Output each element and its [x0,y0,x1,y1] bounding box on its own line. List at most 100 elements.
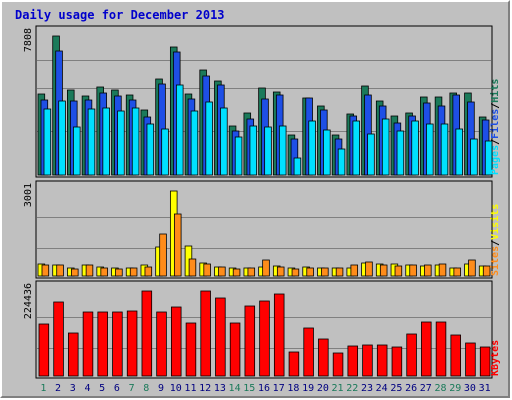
bar-pages-day-30 [470,138,478,176]
legend-pages: Pages [490,145,501,175]
bar-kbytes-day-30 [465,342,476,377]
day-label-26: 26 [405,383,417,394]
bar-kbytes-day-8 [141,290,153,377]
bar-sites-day-4 [85,264,94,277]
bar-sites-day-31 [482,265,491,277]
legend-hits: Hits [489,79,501,103]
day-label-16: 16 [258,383,270,394]
bar-sites-day-22 [350,264,359,277]
bar-pages-day-19 [308,120,316,176]
bar-kbytes-day-26 [406,333,417,377]
bar-sites-day-30 [468,259,476,277]
bar-sites-day-19 [306,267,314,277]
day-label-10: 10 [170,383,182,394]
day-label-14: 14 [229,383,241,394]
bar-sites-day-14 [232,268,241,277]
chart-title: Daily usage for December 2013 [15,8,225,22]
bar-sites-day-8 [144,266,153,277]
bar-sites-day-17 [276,266,285,277]
day-label-21: 21 [332,383,344,394]
day-label-8: 8 [143,383,149,394]
bar-pages-day-20 [323,129,331,176]
bar-pages-day-10 [175,84,184,176]
bar-sites-day-13 [218,266,226,277]
bar-kbytes-day-10 [170,306,182,377]
bar-kbytes-day-20 [318,338,329,377]
bar-sites-day-23 [365,261,373,277]
bar-sites-day-21 [335,267,344,277]
bar-kbytes-day-4 [82,311,94,377]
bar-kbytes-day-31 [479,346,491,377]
bar-pages-day-26 [411,120,419,176]
day-label-18: 18 [287,383,299,394]
panel-top-legend: Pages/Files/Hits [489,79,501,175]
bar-pages-day-9 [161,128,169,176]
bar-kbytes-day-6 [112,311,123,377]
bar-kbytes-day-27 [421,321,432,377]
bar-kbytes-day-19 [303,327,314,377]
bar-sites-day-16 [262,259,270,277]
bar-pages-day-18 [293,157,302,176]
day-label-5: 5 [99,383,105,394]
bar-sites-day-7 [129,267,138,277]
bar-kbytes-day-22 [347,345,359,377]
bar-sites-day-20 [321,267,329,277]
day-label-20: 20 [317,383,329,394]
bar-sites-day-12 [203,263,211,277]
bar-kbytes-day-5 [97,311,108,377]
bar-sites-day-25 [394,265,403,277]
day-label-30: 30 [464,383,476,394]
chart-svg: Daily usage for December 2013 7808 Pages/… [15,8,501,394]
bar-pages-day-21 [337,148,346,176]
bar-kbytes-day-21 [332,352,344,377]
bar-pages-day-11 [190,110,199,176]
panel-bottom-max-label: 224436 [23,283,34,319]
bar-kbytes-day-24 [376,344,388,377]
bar-kbytes-day-7 [126,310,138,377]
bar-pages-day-2 [58,100,66,176]
bar-sites-day-11 [188,258,197,277]
bar-kbytes-day-15 [244,305,256,377]
bar-sites-day-27 [424,264,432,277]
bar-pages-day-27 [426,123,434,176]
day-label-25: 25 [390,383,402,394]
bar-pages-day-15 [249,125,258,176]
day-label-29: 29 [449,383,461,394]
day-label-9: 9 [158,383,164,394]
bar-kbytes-day-25 [391,346,403,377]
bar-pages-day-24 [381,118,390,176]
bar-pages-day-31 [484,140,493,176]
bar-sites-day-9 [159,233,167,277]
bar-kbytes-day-16 [259,300,270,377]
bar-kbytes-day-29 [450,334,461,377]
bar-pages-day-6 [117,110,125,176]
bar-sites-day-26 [409,264,417,277]
bar-sites-day-2 [56,264,64,277]
day-label-24: 24 [376,383,388,394]
bar-kbytes-day-13 [215,297,226,377]
bar-kbytes-day-28 [435,321,447,377]
bar-pages-day-13 [220,107,228,176]
bar-pages-day-7 [131,107,140,176]
bar-kbytes-day-9 [156,311,167,377]
bar-pages-day-4 [87,108,96,176]
bar-pages-day-28 [440,123,449,176]
legend-kbytes: KBytes [490,340,501,376]
bar-pages-day-5 [102,107,110,176]
bar-pages-day-17 [278,125,287,176]
bar-kbytes-day-11 [185,322,197,377]
bar-kbytes-day-12 [200,290,211,377]
bar-sites-day-6 [115,268,123,277]
legend-sites: Sites [489,246,501,276]
bar-kbytes-day-18 [288,351,300,377]
panel-middle-legend: Sites/Visits [489,204,501,276]
bar-kbytes-day-14 [229,322,241,377]
day-label-6: 6 [114,383,120,394]
bar-sites-day-3 [71,268,79,277]
day-label-15: 15 [243,383,255,394]
bar-pages-day-29 [455,128,463,176]
bar-pages-day-1 [43,108,52,176]
day-label-13: 13 [214,383,226,394]
bar-pages-day-12 [205,101,213,176]
